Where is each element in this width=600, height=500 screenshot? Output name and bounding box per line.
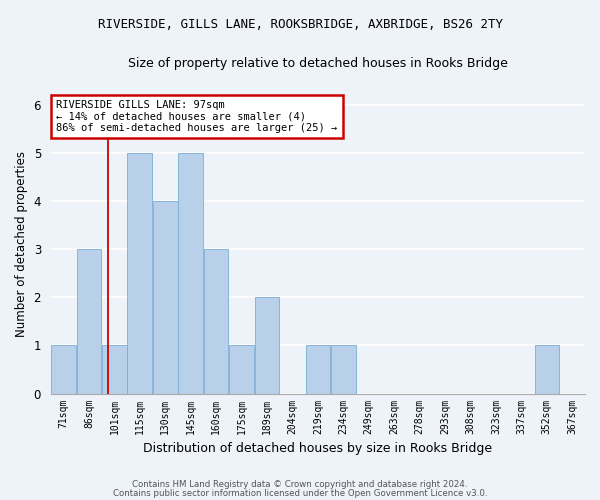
Text: RIVERSIDE, GILLS LANE, ROOKSBRIDGE, AXBRIDGE, BS26 2TY: RIVERSIDE, GILLS LANE, ROOKSBRIDGE, AXBR… — [97, 18, 503, 30]
Bar — [77, 249, 101, 394]
Bar — [204, 249, 229, 394]
Bar — [153, 201, 178, 394]
Bar — [331, 346, 356, 394]
Bar — [535, 346, 559, 394]
Text: Contains HM Land Registry data © Crown copyright and database right 2024.: Contains HM Land Registry data © Crown c… — [132, 480, 468, 489]
Bar — [305, 346, 330, 394]
Text: Contains public sector information licensed under the Open Government Licence v3: Contains public sector information licen… — [113, 489, 487, 498]
X-axis label: Distribution of detached houses by size in Rooks Bridge: Distribution of detached houses by size … — [143, 442, 493, 455]
Bar — [127, 153, 152, 394]
Text: RIVERSIDE GILLS LANE: 97sqm
← 14% of detached houses are smaller (4)
86% of semi: RIVERSIDE GILLS LANE: 97sqm ← 14% of det… — [56, 100, 337, 133]
Y-axis label: Number of detached properties: Number of detached properties — [15, 152, 28, 338]
Bar — [51, 346, 76, 394]
Bar — [178, 153, 203, 394]
Bar — [254, 298, 280, 394]
Bar — [102, 346, 127, 394]
Bar — [229, 346, 254, 394]
Title: Size of property relative to detached houses in Rooks Bridge: Size of property relative to detached ho… — [128, 58, 508, 70]
